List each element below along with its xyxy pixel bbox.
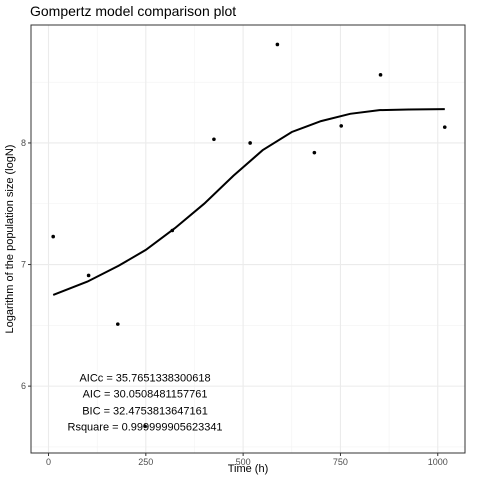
data-point — [143, 424, 147, 429]
data-point — [442, 125, 447, 129]
y-tick-label: 8 — [21, 138, 26, 148]
data-point — [86, 273, 91, 278]
data-point — [51, 234, 55, 239]
data-points — [51, 42, 447, 429]
data-point — [170, 228, 175, 233]
chart-title: Gompertz model comparison plot — [30, 3, 236, 19]
data-point — [312, 150, 317, 155]
panel-border — [30, 24, 466, 454]
fit-statistic-label: BIC = 32.4753813647161 — [82, 405, 208, 417]
data-point — [116, 322, 120, 326]
fitted-curve — [52, 108, 445, 296]
fit-statistic-label: AICc = 35.7651338300618 — [79, 373, 210, 385]
data-point — [248, 141, 252, 145]
x-tick-label: 750 — [333, 457, 348, 467]
x-tick-label: 500 — [236, 457, 251, 467]
minor-gridlines — [31, 25, 465, 453]
x-tick-label: 1000 — [428, 457, 448, 467]
y-tick-label: 6 — [21, 381, 26, 391]
major-gridlines — [31, 25, 465, 453]
fit-statistic-label: AIC = 30.0508481157761 — [83, 388, 208, 400]
y-tick-label: 7 — [21, 260, 26, 270]
x-tick-label: 250 — [138, 457, 153, 467]
y-axis-title: Logarithm of the population size (logN) — [4, 145, 16, 334]
x-tick-label: 0 — [46, 457, 51, 467]
x-axis: 0 250 500 750 1000 — [46, 453, 448, 467]
data-point — [275, 42, 280, 47]
data-point — [212, 137, 216, 142]
data-point — [378, 73, 383, 77]
plot-panel — [31, 25, 465, 453]
x-axis-title: Time (h) — [228, 463, 269, 475]
fit-statistic-label: Rsquare = 0.999999905623341 — [68, 421, 223, 433]
data-point — [339, 124, 344, 128]
fit-statistics: AICc = 35.7651338300618 AIC = 30.05084811… — [68, 373, 223, 434]
y-axis: 6 7 8 — [21, 138, 31, 391]
